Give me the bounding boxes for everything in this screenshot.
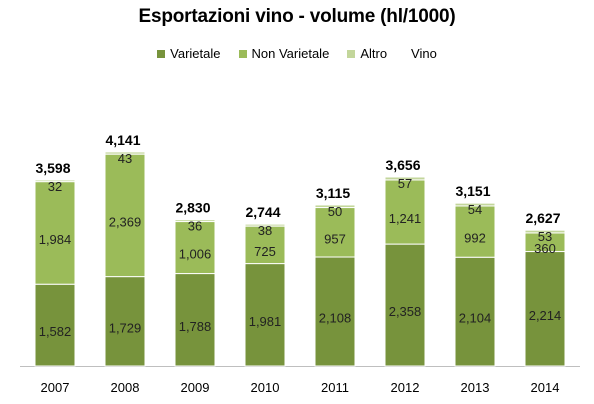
- x-tick-label-2010: 2010: [251, 380, 280, 395]
- data-label-non-varietale-2014: 360: [534, 241, 556, 256]
- legend-swatch-altro: [347, 49, 356, 58]
- data-label-varietale-2009: 1,788: [179, 319, 212, 334]
- data-label-altro-2012: 57: [398, 176, 412, 191]
- bar-varietale-2009: [174, 273, 216, 367]
- bar-altro-2007: [34, 179, 76, 183]
- data-label-varietale-2010: 1,981: [249, 314, 282, 329]
- data-label-varietale-2007: 1,582: [39, 324, 72, 339]
- x-tick-label-2013: 2013: [461, 380, 490, 395]
- legend-item-altro: Altro: [347, 46, 387, 61]
- data-label-varietale-2013: 2,104: [459, 311, 492, 326]
- x-tick-label-2008: 2008: [111, 380, 140, 395]
- data-label-altro-2008: 43: [118, 151, 132, 166]
- data-label-non-varietale-2008: 2,369: [109, 214, 142, 229]
- bar-varietale-2011: [314, 256, 356, 367]
- x-tick-label-2014: 2014: [531, 380, 560, 395]
- total-label-2007: 3,598: [35, 160, 70, 176]
- data-label-non-varietale-2010: 725: [254, 244, 276, 259]
- data-label-non-varietale-2007: 1,984: [39, 232, 72, 247]
- data-label-varietale-2011: 2,108: [319, 311, 352, 326]
- data-label-varietale-2008: 1,729: [109, 320, 142, 335]
- bar-non-varietale-2011: [314, 207, 356, 258]
- x-tick-label-2012: 2012: [391, 380, 420, 395]
- data-label-non-varietale-2011: 957: [324, 231, 346, 246]
- bar-varietale-2014: [524, 251, 566, 367]
- legend-label-altro: Altro: [360, 46, 388, 61]
- legend-item-varietale: Varietale: [157, 46, 221, 61]
- data-label-altro-2009: 36: [188, 219, 202, 234]
- data-label-altro-2007: 32: [48, 179, 62, 194]
- total-label-2009: 2,830: [175, 200, 210, 216]
- x-tick-label-2007: 2007: [41, 380, 70, 395]
- legend-swatch-non-varietale: [238, 49, 247, 58]
- bar-varietale-2012: [384, 243, 426, 367]
- data-label-altro-2014: 53: [538, 229, 552, 244]
- data-label-non-varietale-2009: 1,006: [179, 247, 212, 262]
- legend-item-vino: Vino: [405, 46, 437, 61]
- data-label-altro-2011: 50: [328, 204, 342, 219]
- legend-item-non-varietale: Non Varietale: [238, 46, 330, 61]
- data-label-varietale-2012: 2,358: [389, 304, 422, 319]
- legend-label-vino: Vino: [411, 46, 437, 61]
- data-label-non-varietale-2013: 992: [464, 231, 486, 246]
- x-tick-label-2011: 2011: [321, 380, 349, 395]
- data-label-non-varietale-2012: 1,241: [389, 211, 422, 226]
- bar-altro-2011: [314, 204, 356, 209]
- bar-varietale-2013: [454, 256, 496, 367]
- bar-altro-2014: [524, 229, 566, 234]
- bar-non-varietale-2007: [34, 181, 76, 285]
- bar-varietale-2007: [34, 283, 76, 367]
- bar-altro-2010: [244, 223, 286, 227]
- bar-altro-2008: [104, 151, 146, 155]
- data-label-altro-2013: 54: [468, 202, 482, 217]
- total-label-2014: 2,627: [525, 210, 560, 226]
- total-label-2013: 3,151: [455, 183, 490, 199]
- legend-swatch-varietale: [157, 49, 166, 58]
- chart-title: Esportazioni vino - volume (hl/1000): [138, 6, 456, 27]
- total-label-2012: 3,656: [385, 157, 420, 173]
- bar-altro-2013: [454, 202, 496, 207]
- total-label-2008: 4,141: [105, 132, 140, 148]
- data-label-altro-2010: 38: [258, 223, 272, 238]
- bar-altro-2009: [174, 219, 216, 223]
- legend: Varietale Non Varietale Altro Vino: [0, 46, 594, 61]
- total-label-2011: 3,115: [316, 185, 350, 201]
- total-label-2010: 2,744: [245, 204, 280, 220]
- data-label-varietale-2014: 2,214: [529, 308, 562, 323]
- legend-label-non-varietale: Non Varietale: [251, 46, 330, 61]
- bar-non-varietale-2009: [174, 221, 216, 275]
- legend-label-varietale: Varietale: [170, 46, 221, 61]
- bar-non-varietale-2013: [454, 205, 496, 258]
- x-tick-label-2009: 2009: [181, 380, 210, 395]
- bar-altro-2012: [384, 176, 426, 181]
